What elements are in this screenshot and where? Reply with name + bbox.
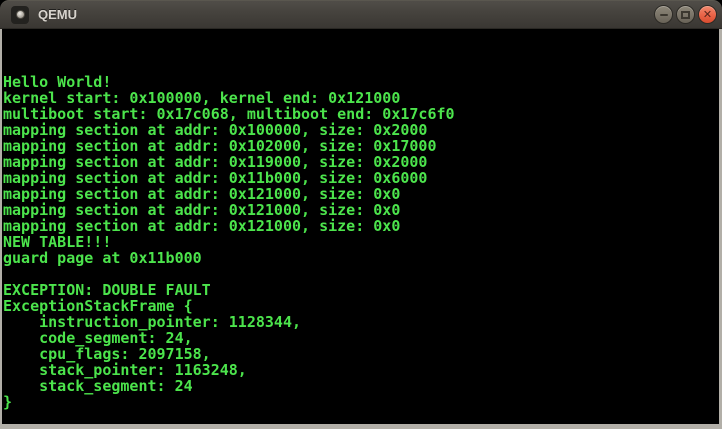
close-icon: ✕ — [702, 7, 713, 21]
console-output: Hello World! kernel start: 0x100000, ker… — [2, 29, 719, 410]
minimize-button[interactable] — [654, 5, 673, 24]
window-controls: ✕ — [654, 5, 717, 24]
maximize-button[interactable] — [676, 5, 695, 24]
window-title: QEMU — [38, 7, 77, 22]
vga-display[interactable]: Hello World! kernel start: 0x100000, ker… — [0, 29, 722, 429]
maximize-icon — [681, 10, 690, 19]
close-button[interactable]: ✕ — [698, 5, 717, 24]
titlebar[interactable]: QEMU ✕ — [0, 0, 722, 29]
minimize-icon — [659, 13, 668, 16]
qemu-app-icon — [11, 5, 29, 24]
app-icon-dot — [15, 10, 25, 19]
